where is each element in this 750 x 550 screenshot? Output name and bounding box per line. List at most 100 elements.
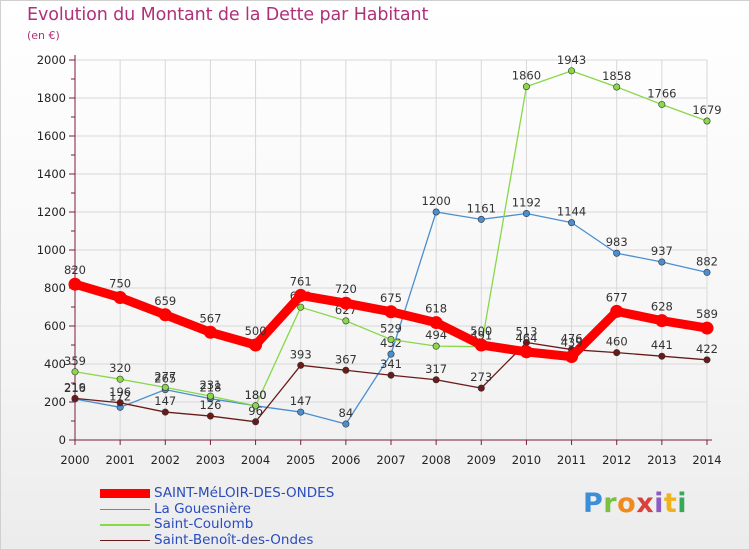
data-label: 422	[696, 342, 718, 356]
data-label: 750	[109, 277, 131, 291]
data-label: 147	[154, 394, 176, 408]
data-label: 1679	[692, 103, 721, 117]
x-tick-label: 2012	[602, 453, 631, 467]
data-label: 677	[606, 290, 628, 304]
x-tick-label: 2006	[331, 453, 360, 467]
legend-label: Saint-Coulomb	[154, 516, 254, 532]
x-tick-label: 2001	[106, 453, 135, 467]
data-point	[342, 366, 350, 374]
legend-item-la-gouesniere: La Gouesnière	[100, 501, 430, 518]
data-point	[113, 291, 127, 304]
data-point	[203, 325, 217, 339]
data-label: 231	[199, 378, 221, 392]
data-point	[384, 305, 398, 319]
logo-letter: i	[677, 488, 688, 519]
data-point	[71, 368, 79, 376]
x-tick-label: 2014	[692, 453, 721, 467]
data-point	[252, 418, 260, 426]
data-label: 393	[290, 347, 312, 361]
data-label: 589	[696, 307, 718, 321]
x-tick-label: 2008	[422, 453, 451, 467]
data-point	[613, 349, 621, 357]
y-tick-label: 1200	[37, 205, 66, 219]
logo-letter: r	[603, 488, 618, 519]
y-tick-label: 1800	[37, 91, 66, 105]
x-tick-label: 2003	[196, 453, 225, 467]
data-label: 529	[380, 321, 402, 335]
data-point	[206, 412, 214, 420]
data-label: 180	[245, 388, 267, 402]
data-point	[297, 361, 305, 369]
data-point	[703, 117, 711, 125]
data-point	[700, 321, 714, 335]
data-point	[565, 350, 579, 364]
data-label: 476	[561, 332, 583, 346]
data-point	[71, 394, 79, 402]
x-tick-label: 2002	[151, 453, 180, 467]
data-point	[477, 384, 485, 392]
data-point	[703, 268, 711, 276]
chart-title: Evolution du Montant de la Dette par Hab…	[27, 5, 429, 25]
data-label: 265	[154, 372, 176, 386]
data-point	[522, 83, 530, 91]
data-label: 1161	[467, 201, 496, 215]
y-tick-label: 1600	[37, 129, 66, 143]
data-point	[158, 308, 172, 322]
data-label: 216	[64, 381, 86, 395]
logo-letter: P	[583, 488, 604, 519]
data-label: 882	[696, 254, 718, 268]
data-label: 983	[606, 235, 628, 249]
data-label: 464	[515, 331, 537, 345]
data-point	[519, 345, 533, 359]
data-label: 273	[470, 370, 492, 384]
data-point	[342, 317, 350, 325]
data-label: 500	[470, 324, 492, 338]
data-label: 1943	[557, 53, 586, 67]
data-label: 84	[339, 406, 354, 420]
data-label: 1144	[557, 205, 586, 219]
data-label: 937	[651, 244, 673, 258]
data-label: 1860	[512, 69, 541, 83]
legend-swatch	[100, 524, 150, 526]
data-point	[68, 277, 82, 291]
data-point	[474, 338, 488, 352]
data-label: 1200	[422, 194, 451, 208]
data-label: 218	[199, 381, 221, 395]
data-label: 147	[290, 394, 312, 408]
data-point	[613, 83, 621, 91]
data-point	[432, 376, 440, 384]
x-tick-label: 2004	[241, 453, 270, 467]
data-label: 720	[335, 282, 357, 296]
data-point	[658, 100, 666, 108]
x-tick-label: 2005	[286, 453, 315, 467]
proxiti-logo: Proxiti	[583, 488, 687, 519]
data-point	[477, 215, 485, 223]
data-label: 618	[425, 302, 447, 316]
x-tick-label: 2009	[467, 453, 496, 467]
data-point	[387, 371, 395, 379]
legend-item-saint-coulomb: Saint-Coulomb	[100, 517, 430, 533]
y-tick-label: 0	[59, 433, 66, 447]
data-label: 219	[64, 380, 86, 394]
logo-letter: t	[663, 488, 678, 519]
data-point	[249, 338, 263, 352]
x-tick-label: 2011	[557, 453, 586, 467]
logo-letter: x	[636, 488, 655, 519]
data-point	[432, 342, 440, 350]
data-label: 277	[154, 369, 176, 383]
data-point	[161, 383, 169, 391]
data-label: 126	[199, 398, 221, 412]
data-point	[297, 303, 305, 311]
logo-letter: o	[617, 488, 637, 519]
data-point	[432, 208, 440, 216]
data-label: 1858	[602, 69, 631, 83]
data-point	[568, 67, 576, 75]
data-point	[387, 350, 395, 358]
data-label: 567	[199, 311, 221, 325]
data-label: 494	[425, 328, 447, 342]
data-label: 367	[335, 352, 357, 366]
data-label: 96	[248, 404, 263, 418]
data-point	[610, 304, 624, 318]
